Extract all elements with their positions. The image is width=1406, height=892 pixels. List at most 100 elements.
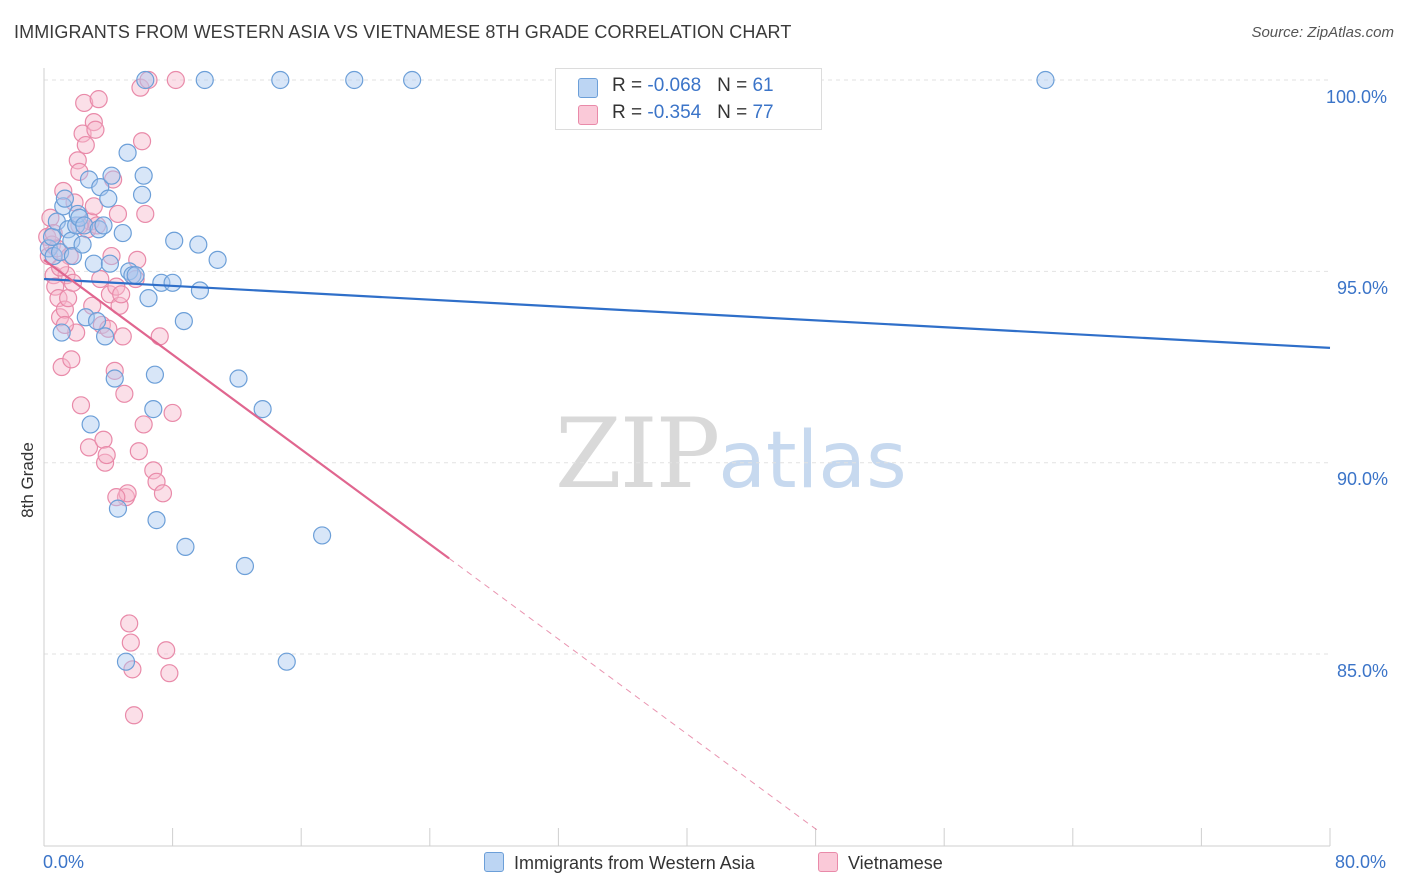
- data-point: [147, 472, 166, 491]
- data-point: [95, 327, 115, 346]
- legend-label-western-asia: Immigrants from Western Asia: [514, 853, 755, 873]
- data-point: [108, 499, 128, 518]
- data-point: [52, 357, 71, 377]
- y-tick-85: 85.0%: [1337, 661, 1389, 681]
- legend-n-value: 61: [752, 75, 774, 96]
- data-point: [157, 641, 176, 660]
- legend-item-vietnamese: Vietnamese: [818, 852, 943, 874]
- trend-line-vietnamese-extrapolated: [448, 557, 818, 831]
- data-point: [150, 327, 169, 346]
- correlation-legend: R = -0.068 N = 61 R = -0.354 N = 77: [555, 68, 822, 130]
- data-point: [108, 204, 128, 224]
- data-point: [235, 556, 255, 576]
- data-point: [165, 231, 184, 250]
- data-point: [113, 223, 132, 243]
- data-point: [115, 384, 134, 403]
- data-point: [147, 511, 166, 530]
- data-point: [112, 285, 131, 304]
- data-point: [49, 289, 68, 308]
- data-point: [174, 312, 193, 331]
- data-point: [118, 484, 137, 503]
- legend-r-label: R =: [612, 75, 648, 96]
- pink-swatch: [818, 852, 838, 872]
- data-point: [87, 312, 107, 331]
- data-point: [189, 235, 208, 254]
- y-tick-90: 90.0%: [1337, 469, 1389, 489]
- y-tick-100: 100.0%: [1326, 87, 1388, 107]
- data-point: [55, 189, 74, 208]
- data-point: [71, 396, 91, 415]
- legend-label-vietnamese: Vietnamese: [848, 853, 943, 873]
- data-point: [124, 706, 144, 725]
- data-point: [136, 70, 155, 90]
- data-point: [134, 415, 153, 434]
- data-point: [89, 90, 108, 109]
- data-point: [105, 369, 124, 388]
- data-point: [120, 614, 139, 633]
- data-point: [277, 652, 296, 671]
- data-point: [136, 204, 155, 224]
- data-point: [163, 273, 182, 292]
- data-point: [86, 120, 105, 139]
- data-point: [190, 281, 210, 300]
- blue-swatch: [484, 852, 504, 872]
- trend-line-western-asia: [43, 277, 1331, 349]
- data-point: [163, 403, 182, 423]
- data-point: [91, 269, 110, 289]
- data-point: [75, 93, 94, 113]
- data-point: [208, 250, 227, 269]
- data-point: [195, 70, 214, 90]
- data-point: [100, 254, 120, 273]
- data-point: [145, 365, 165, 384]
- data-point: [160, 664, 179, 683]
- data-point: [105, 361, 124, 380]
- data-point: [84, 254, 103, 273]
- data-point: [144, 400, 163, 419]
- data-point: [144, 461, 163, 480]
- trend-line-vietnamese: [43, 258, 450, 560]
- source-credit: Source: ZipAtlas.com: [1251, 24, 1394, 41]
- data-point: [129, 442, 148, 461]
- chart-title: IMMIGRANTS FROM WESTERN ASIA VS VIETNAME…: [14, 22, 792, 42]
- data-point: [94, 216, 113, 235]
- data-point: [116, 652, 136, 671]
- y-axis-label: 8th Grade: [18, 442, 37, 518]
- data-point: [97, 445, 116, 465]
- legend-r-label: R =: [612, 102, 648, 123]
- data-point: [126, 266, 145, 285]
- data-point: [132, 132, 152, 151]
- data-point: [94, 430, 113, 449]
- legend-n-value: 77: [752, 102, 774, 123]
- data-point: [76, 308, 95, 327]
- data-point: [73, 235, 92, 254]
- data-point: [54, 197, 73, 216]
- data-point: [70, 162, 89, 181]
- legend-r-value: -0.068: [647, 75, 702, 96]
- data-point: [59, 289, 78, 308]
- data-point: [121, 633, 140, 652]
- data-point: [1036, 70, 1055, 90]
- data-point: [118, 143, 137, 162]
- series-western-asia: [39, 70, 1055, 671]
- data-point: [102, 166, 121, 185]
- pink-swatch: [578, 105, 598, 125]
- axes: [43, 68, 1331, 847]
- data-point: [75, 216, 94, 235]
- data-point: [62, 350, 81, 369]
- data-point: [139, 289, 158, 308]
- legend-n-label: N =: [717, 102, 753, 123]
- data-point: [107, 488, 126, 507]
- data-point: [68, 151, 87, 170]
- x-tick-min: 0.0%: [43, 852, 85, 872]
- watermark: ZIPatlas: [555, 398, 907, 510]
- data-point: [113, 327, 132, 346]
- data-point: [166, 70, 185, 90]
- data-point: [54, 181, 73, 201]
- data-point: [99, 189, 118, 208]
- trend-lines: [43, 258, 1331, 831]
- data-point: [345, 70, 364, 90]
- data-point: [271, 70, 290, 90]
- blue-swatch: [578, 78, 598, 98]
- legend-item-western-asia: Immigrants from Western Asia: [484, 852, 755, 874]
